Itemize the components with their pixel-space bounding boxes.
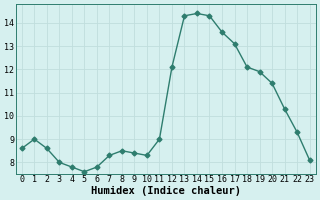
X-axis label: Humidex (Indice chaleur): Humidex (Indice chaleur)	[91, 186, 241, 196]
